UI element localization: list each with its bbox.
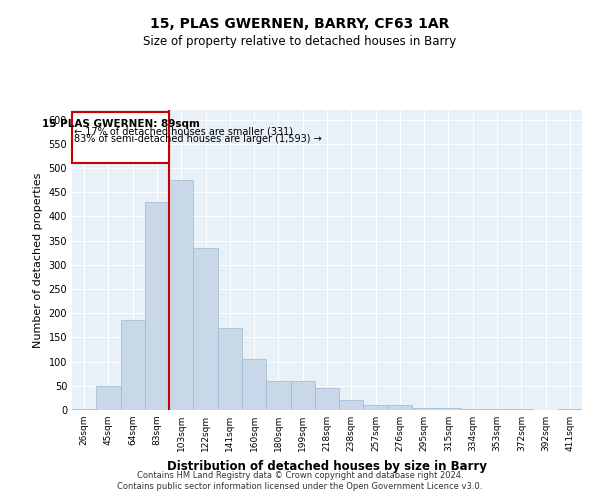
Text: Contains HM Land Registry data © Crown copyright and database right 2024.: Contains HM Land Registry data © Crown c… xyxy=(137,471,463,480)
Bar xyxy=(509,409,533,410)
Text: Contains public sector information licensed under the Open Government Licence v3: Contains public sector information licen… xyxy=(118,482,482,491)
Bar xyxy=(242,359,266,410)
Y-axis label: Number of detached properties: Number of detached properties xyxy=(33,172,43,348)
Bar xyxy=(72,112,169,163)
Bar xyxy=(485,409,509,410)
Text: ← 17% of detached houses are smaller (331): ← 17% of detached houses are smaller (33… xyxy=(74,126,293,136)
Bar xyxy=(364,405,388,410)
Bar xyxy=(72,409,96,410)
Bar xyxy=(145,202,169,410)
Bar xyxy=(558,409,582,410)
Bar xyxy=(121,320,145,410)
Text: 83% of semi-detached houses are larger (1,593) →: 83% of semi-detached houses are larger (… xyxy=(74,134,322,143)
Bar xyxy=(388,405,412,410)
Bar xyxy=(315,388,339,410)
Bar xyxy=(290,381,315,410)
X-axis label: Distribution of detached houses by size in Barry: Distribution of detached houses by size … xyxy=(167,460,487,472)
Text: Size of property relative to detached houses in Barry: Size of property relative to detached ho… xyxy=(143,35,457,48)
Bar xyxy=(412,408,436,410)
Bar xyxy=(339,400,364,410)
Bar xyxy=(461,408,485,410)
Bar xyxy=(436,408,461,410)
Bar xyxy=(266,381,290,410)
Text: 15 PLAS GWERNEN: 89sqm: 15 PLAS GWERNEN: 89sqm xyxy=(41,119,200,129)
Bar xyxy=(169,180,193,410)
Bar xyxy=(218,328,242,410)
Text: 15, PLAS GWERNEN, BARRY, CF63 1AR: 15, PLAS GWERNEN, BARRY, CF63 1AR xyxy=(151,18,449,32)
Bar xyxy=(96,386,121,410)
Bar xyxy=(193,248,218,410)
